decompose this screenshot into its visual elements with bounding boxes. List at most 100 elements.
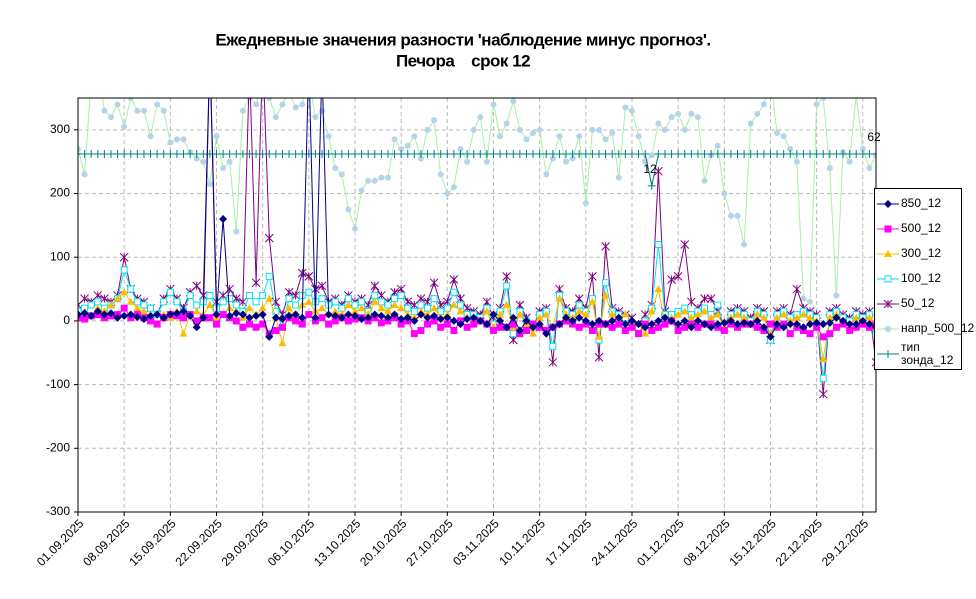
data-point (510, 98, 517, 105)
data-point (193, 317, 201, 325)
data-point (542, 310, 551, 318)
x-tick-label: 27.10.2025 (403, 516, 456, 569)
legend-label: тип зонда_12 (901, 340, 954, 367)
legend-swatch (877, 249, 899, 257)
data-point (126, 310, 135, 319)
data-point (601, 320, 610, 329)
data-point (456, 294, 465, 303)
data-point (694, 323, 702, 331)
data-point (852, 313, 861, 321)
data-point (641, 329, 650, 337)
data-point (733, 320, 742, 329)
data-point (792, 284, 802, 294)
data-point (403, 313, 412, 322)
data-point (206, 49, 214, 57)
data-point (344, 317, 352, 325)
data-point (694, 114, 701, 121)
data-point (647, 320, 656, 329)
data-point (687, 323, 696, 332)
data-point (140, 107, 147, 114)
data-point (370, 281, 380, 291)
data-point (688, 110, 695, 117)
data-point (232, 309, 241, 318)
data-point (833, 292, 840, 299)
data-point (101, 107, 108, 114)
data-point (325, 320, 333, 328)
data-point (799, 310, 808, 318)
data-point (305, 311, 313, 319)
data-point (206, 49, 214, 57)
data-point (331, 311, 340, 320)
data-point (720, 326, 728, 334)
data-point (350, 311, 359, 320)
data-point (337, 313, 346, 322)
annotation: 12 (643, 162, 657, 176)
data-point (700, 320, 709, 329)
data-point (285, 295, 293, 303)
data-point (457, 145, 464, 152)
data-point (78, 307, 82, 315)
data-point (766, 320, 774, 328)
data-point (575, 307, 584, 315)
legend-swatch (877, 299, 899, 308)
data-point (365, 177, 372, 184)
data-point (370, 310, 379, 319)
data-point (417, 301, 425, 309)
legend-label: 500_12 (901, 221, 942, 235)
legend-entry: 300_12 (875, 241, 961, 266)
data-point (397, 304, 406, 312)
data-point (754, 110, 761, 117)
data-point (259, 49, 267, 57)
data-point (324, 310, 333, 319)
data-point (284, 287, 294, 297)
data-point (523, 136, 530, 143)
x-tick-label: 15.12.2025 (726, 516, 779, 569)
data-point (846, 326, 854, 334)
data-point (384, 174, 391, 181)
data-point (192, 281, 202, 291)
data-point (858, 316, 867, 325)
data-point (265, 272, 273, 280)
data-point (779, 310, 788, 318)
data-point (120, 266, 128, 274)
data-point (331, 298, 339, 306)
data-point (615, 320, 623, 328)
data-point (654, 323, 662, 331)
data-point (871, 357, 876, 367)
data-point (515, 326, 524, 335)
data-point (278, 315, 287, 324)
data-point (509, 313, 518, 322)
data-point (312, 114, 319, 121)
data-point (344, 301, 353, 308)
data-point (489, 310, 498, 319)
y-tick-label: 100 (50, 249, 70, 263)
data-point (430, 317, 438, 325)
data-point (825, 318, 834, 327)
data-point (866, 165, 873, 172)
data-point (780, 133, 787, 140)
data-point (344, 295, 352, 303)
data-point (693, 310, 702, 318)
data-point (239, 107, 246, 114)
data-point (602, 136, 609, 143)
data-point (819, 320, 828, 329)
data-point (271, 297, 281, 307)
data-point (641, 150, 650, 159)
x-tick-label: 10.11.2025 (496, 516, 548, 568)
data-point (120, 288, 129, 296)
data-point (147, 304, 155, 312)
x-tick-label: 24.11.2025 (589, 516, 641, 568)
data-point (285, 304, 294, 312)
data-point (450, 184, 457, 191)
data-point (779, 323, 788, 332)
data-point (383, 307, 392, 315)
data-point (193, 155, 200, 162)
data-point (245, 304, 254, 312)
legend-label: 50_12 (901, 296, 935, 310)
data-point (139, 307, 148, 315)
data-point (621, 326, 629, 334)
data-point (502, 271, 512, 281)
data-point (562, 313, 571, 322)
data-point (378, 174, 385, 181)
